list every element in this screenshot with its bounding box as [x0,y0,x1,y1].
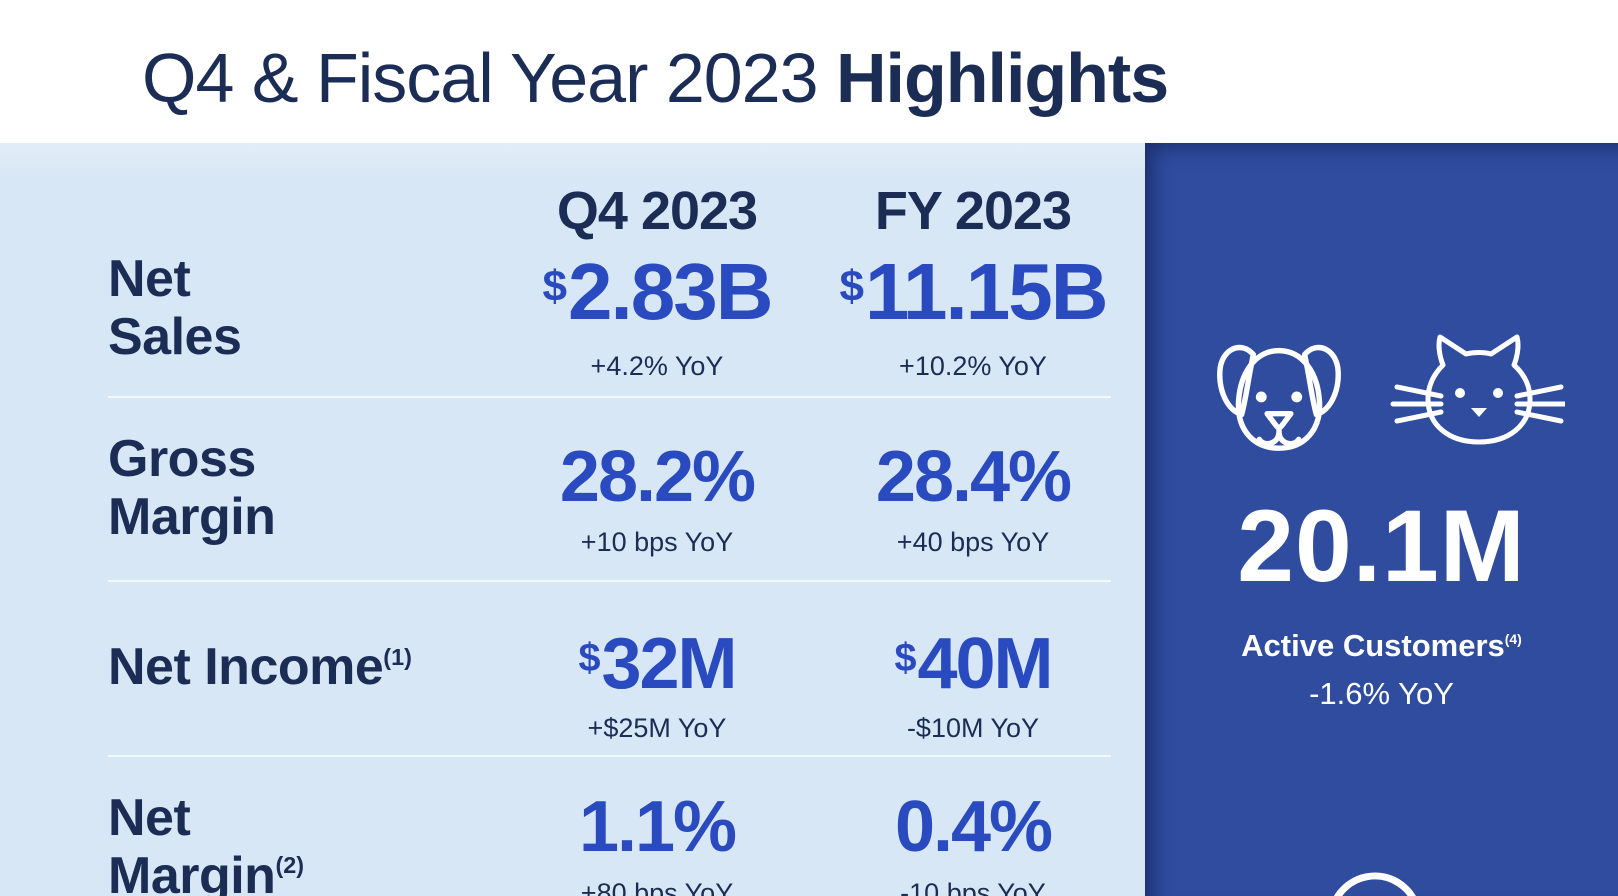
table-row: Net Sales $2.83B +4.2% YoY $11.15B +10.2%… [0,240,1145,396]
metric-delta: +40 bps YoY [896,527,1050,557]
footnote-marker: (1) [383,643,412,670]
active-customers-value: 20.1M [1237,489,1526,603]
metrics-table: Q4 2023 FY 2023 Net Sales $2.83B +4.2% Yo… [0,143,1145,896]
dollar-sign: $ [894,636,916,681]
table-body: Net Sales $2.83B +4.2% YoY $11.15B +10.2%… [0,240,1145,896]
metric-value: 28.4% [875,437,1072,517]
title-regular: Q4 & Fiscal Year 2023 [142,39,836,117]
metric-delta: -$10M YoY [906,713,1040,743]
row-label-line: Margin(2) [108,847,305,896]
row-label-line: Sales [108,308,242,366]
footnote-marker: (4) [1504,631,1522,648]
cell-fy: $11.15B +10.2% YoY [796,240,1145,396]
cell-q4: 1.1% +80 bps YoY [480,755,834,896]
page-title: Q4 & Fiscal Year 2023 Highlights [142,39,1169,117]
row-label: Gross Margin [108,396,458,580]
row-label: Net Income(1) [108,580,458,755]
column-header-q4: Q4 2023 [556,181,758,241]
metric-value: 1.1% [578,787,737,867]
row-label-line: Margin [108,488,276,546]
metric-delta: -10 bps YoY [900,878,1046,896]
row-label-line: Net [108,788,191,847]
row-label-line: Gross [108,429,256,488]
row-label: Net Sales [108,240,458,396]
metric-value: 0.4% [894,787,1053,867]
dollar-sign: $ [542,261,568,311]
table-row: Net Margin(2) 1.1% +80 bps YoY 0.4% -10 b… [0,755,1145,896]
metric-value: $40M [894,624,1053,704]
cat-icon [1389,331,1565,457]
metric-delta: +$25M YoY [587,713,727,743]
metric-value: $2.83B [542,247,774,336]
active-customers-delta: -1.6% YoY [1309,676,1454,712]
pet-icons [1145,325,1618,463]
title-bold: Highlights [836,39,1169,117]
cell-q4: 28.2% +10 bps YoY [480,396,834,580]
metric-delta: +80 bps YoY [580,878,734,896]
row-label-line: Net [108,249,191,308]
dog-icon [1199,325,1359,463]
autoship-icon [1317,846,1447,896]
footnote-marker: (2) [275,852,305,879]
table-row: Net Income(1) $32M +$25M YoY $40M -$10M … [0,580,1145,755]
cell-q4: $2.83B +4.2% YoY [480,240,834,396]
metric-delta: +10.2% YoY [899,351,1047,381]
metric-delta: +10 bps YoY [580,527,734,557]
cell-fy: 28.4% +40 bps YoY [796,396,1145,580]
cell-fy: $40M -$10M YoY [796,580,1145,755]
cell-q4: $32M +$25M YoY [480,580,834,755]
dollar-sign: $ [578,636,600,681]
title-band: Q4 & Fiscal Year 2023 Highlights [0,0,1618,143]
metric-delta: +4.2% YoY [590,351,724,381]
dollar-sign: $ [839,261,864,311]
cell-fy: 0.4% -10 bps YoY [796,755,1145,896]
metric-value: $11.15B [839,247,1108,336]
active-customers-label: Active Customers(4) [1241,628,1522,663]
metric-value: 28.2% [559,437,756,517]
customers-panel: 20.1M Active Customers(4) -1.6% YoY [1145,143,1618,896]
row-label-line: Net Income(1) [108,638,412,697]
row-label: Net Margin(2) [108,755,458,896]
table-row: Gross Margin 28.2% +10 bps YoY 28.4% +40 … [0,396,1145,580]
metric-value: $32M [578,624,737,704]
table-header-row: Q4 2023 FY 2023 [0,143,1145,240]
column-header-fy: FY 2023 [874,181,1072,241]
